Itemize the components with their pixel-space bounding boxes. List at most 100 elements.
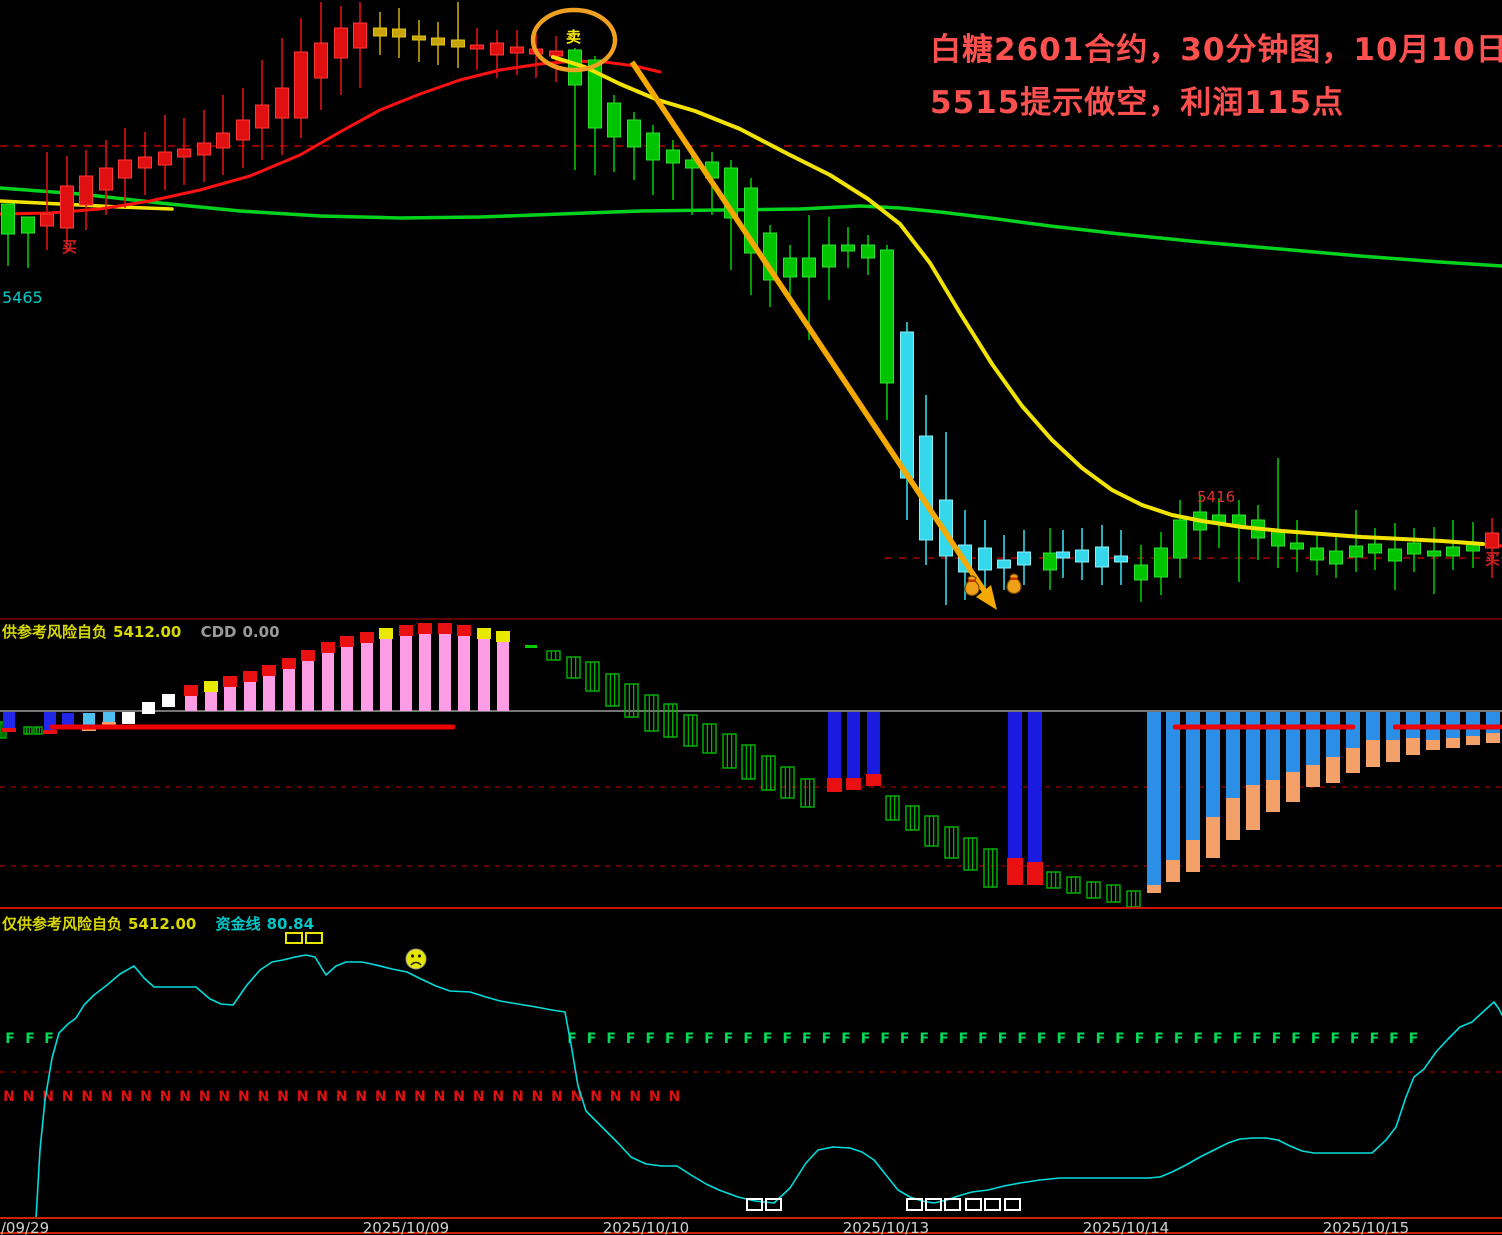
price-panel — [0, 2, 1502, 610]
axis-date-label: 2025/10/15 — [1322, 1219, 1410, 1235]
indicator-bar — [418, 623, 432, 634]
candle-body — [1017, 551, 1031, 566]
n-marker: N — [590, 1089, 602, 1105]
candle — [1095, 525, 1109, 585]
candle — [197, 110, 211, 182]
indicator-bar — [283, 669, 295, 711]
candle — [1407, 528, 1421, 572]
signal-line-segment — [50, 724, 455, 730]
hollow-green-bar — [800, 778, 815, 808]
indicator-bar — [1466, 712, 1480, 736]
candle-body — [900, 331, 914, 479]
hollow-green-bar — [963, 837, 978, 871]
indicator-bar — [1486, 712, 1500, 733]
indicator-bar — [439, 634, 451, 711]
candle — [919, 395, 933, 565]
indicator-bar — [1286, 712, 1300, 772]
f-marker: F — [1115, 1031, 1125, 1047]
n-marker: N — [140, 1089, 152, 1105]
f-marker: F — [1252, 1031, 1262, 1047]
candle — [978, 520, 992, 592]
candle-body — [627, 119, 641, 148]
candle-body — [236, 119, 250, 141]
candle-body — [841, 244, 855, 252]
candle-body — [1290, 542, 1304, 550]
hollow-green-bar — [605, 673, 620, 707]
hollow-green-bar — [722, 733, 737, 769]
indicator-bar — [83, 713, 95, 725]
indicator-bar — [457, 625, 471, 636]
hollow-green-bar — [23, 726, 33, 735]
candle — [997, 535, 1011, 590]
candle — [314, 2, 328, 110]
indicator-bar — [301, 650, 315, 661]
candle — [1290, 520, 1304, 572]
n-marker: N — [649, 1089, 661, 1105]
candle-body — [1446, 546, 1460, 557]
sad-face-icon — [405, 948, 427, 970]
hollow-green-bar — [1066, 876, 1081, 894]
f-marker: F — [645, 1031, 655, 1047]
sell-circle-annotation — [530, 7, 618, 73]
candle-body — [1075, 549, 1089, 563]
candle — [1310, 532, 1324, 575]
n-marker: N — [453, 1089, 465, 1105]
candle — [1271, 458, 1285, 568]
candle-body — [1173, 519, 1187, 559]
indicator-bar — [1246, 785, 1260, 830]
f-marker: F — [743, 1031, 753, 1047]
candle — [216, 95, 230, 175]
candle — [60, 156, 74, 252]
candle-body — [79, 175, 93, 206]
hollow-green-bar — [546, 650, 561, 661]
indicator-bar — [142, 702, 155, 714]
candle-body — [1154, 547, 1168, 578]
candle-body — [1095, 546, 1109, 568]
candle-body — [353, 22, 367, 49]
f-marker: F — [880, 1031, 890, 1047]
indicator-bar — [262, 665, 276, 676]
candle-body — [861, 244, 875, 259]
n-marker: N — [179, 1089, 191, 1105]
hollow-green-bar — [1126, 890, 1141, 908]
indicator-bar — [496, 631, 510, 642]
hollow-green-bar — [1046, 871, 1061, 889]
candle — [490, 30, 504, 78]
hollow-green-bar — [585, 661, 600, 692]
n-marker: N — [571, 1089, 583, 1105]
candle-body — [978, 547, 992, 571]
candle-body — [607, 102, 621, 138]
indicator-bar — [302, 661, 314, 711]
indicator-bar — [1286, 772, 1300, 802]
f-marker: F — [567, 1031, 577, 1047]
candle — [1, 203, 15, 266]
indicator-bar — [341, 647, 353, 711]
f-marker: F — [1076, 1031, 1086, 1047]
indicator-bar — [399, 625, 413, 636]
candle — [158, 115, 172, 190]
hollow-green-bar — [702, 723, 717, 754]
indicator-bar — [263, 676, 275, 711]
candle — [900, 322, 914, 520]
n-marker: N — [336, 1089, 348, 1105]
candle — [1114, 530, 1128, 585]
f-marker: F — [1174, 1031, 1184, 1047]
n-marker: N — [395, 1089, 407, 1105]
n-marker: N — [3, 1089, 15, 1105]
candle-body — [588, 59, 602, 129]
candle — [783, 245, 797, 302]
candle-body — [510, 46, 524, 54]
money-bag-icon — [1006, 573, 1022, 595]
indicator-bar — [243, 671, 257, 682]
f-marker: F — [978, 1031, 988, 1047]
candle-body — [997, 559, 1011, 569]
candle — [79, 150, 93, 230]
white-square-marker — [1004, 1198, 1021, 1211]
candle — [1349, 510, 1363, 572]
candle-body — [1043, 552, 1057, 571]
indicator-bar — [1166, 860, 1180, 882]
candle — [334, 6, 348, 95]
candle-body — [666, 149, 680, 164]
hollow-green-bar — [566, 656, 581, 679]
f-marker: F — [861, 1031, 871, 1047]
